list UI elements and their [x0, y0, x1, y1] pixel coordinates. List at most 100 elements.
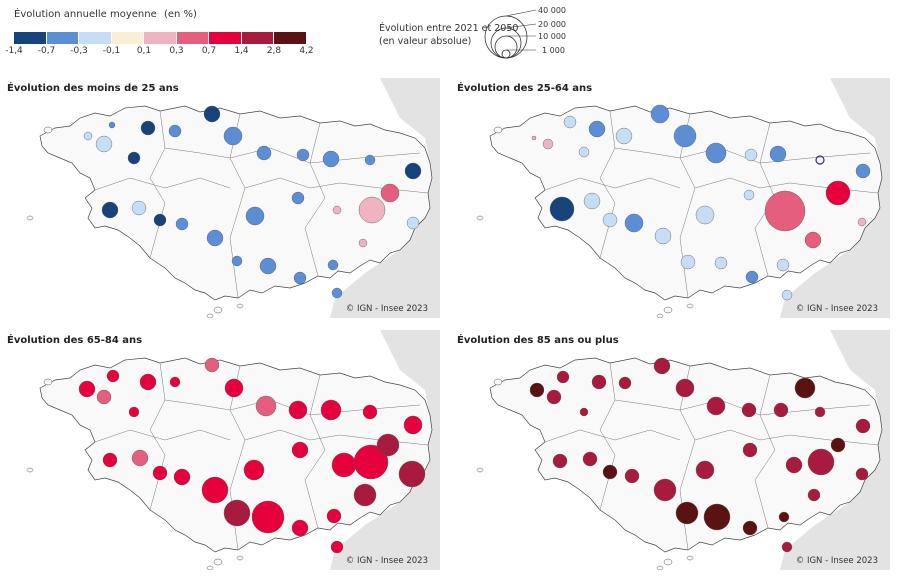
bubble-marker: [131, 200, 147, 216]
bubble-marker: [703, 503, 731, 531]
map-panel-65-84: Évolution des 65-84 ans © IGN - Insee 20…: [0, 330, 440, 570]
size-label-1000: 1 000: [542, 46, 565, 55]
size-label-20000: 20 000: [538, 20, 566, 29]
size-legend-title-line2: (en valeur absolue): [379, 36, 472, 47]
credit-text: © IGN - Insee 2023: [795, 556, 878, 566]
island: [43, 378, 53, 386]
bubble-marker: [245, 206, 265, 226]
internal-border: [544, 177, 681, 191]
size-legend-title-line1: Évolution entre 2021 et 2050: [379, 23, 519, 34]
bubble-marker: [101, 201, 119, 219]
bubble-marker: [675, 378, 695, 398]
bubble-marker: [542, 138, 554, 150]
bubble-marker: [591, 374, 607, 390]
bubble-marker: [624, 468, 640, 484]
size-legend-title: Évolution entre 2021 et 2050 (en valeur …: [379, 22, 518, 48]
bubble-marker: [855, 163, 871, 179]
legend-tick-label: -0,1: [102, 46, 121, 56]
bubble-marker: [675, 501, 699, 525]
bubble-marker: [224, 378, 244, 398]
bubble-marker: [398, 460, 426, 488]
bubble-marker: [169, 376, 181, 388]
bubble-marker: [804, 231, 822, 249]
internal-border: [164, 147, 421, 164]
island: [476, 215, 484, 221]
bubble-marker: [362, 404, 378, 420]
bubble-marker: [794, 377, 816, 399]
bubble-marker: [296, 148, 310, 162]
bubble-marker: [778, 511, 790, 523]
neighbor-region: [330, 330, 440, 570]
bubble-marker: [781, 289, 793, 301]
bubble-marker: [291, 441, 309, 459]
internal-border: [304, 122, 326, 277]
map-panel-25-64: Évolution des 25-64 ans © IGN - Insee 20…: [450, 78, 890, 318]
bubble-marker: [654, 227, 672, 245]
bubble-marker: [673, 124, 697, 148]
bubble-marker: [353, 444, 389, 480]
panel-title: Évolution des 65-84 ans: [7, 335, 143, 346]
bubble-marker: [582, 451, 598, 467]
bubble-marker: [243, 459, 265, 481]
neighbor-region: [780, 330, 890, 570]
bubble-marker: [128, 406, 140, 418]
bubble-marker: [404, 162, 422, 180]
bubble-marker: [556, 370, 570, 384]
bubble-marker: [256, 145, 272, 161]
color-legend-ticks: -1,4 -0,7 -0,3 -0,1 0,1 0,3 0,7 1,4 2,8 4,2: [0, 46, 320, 60]
bubble-marker: [78, 380, 96, 398]
bubble-marker: [650, 104, 670, 124]
bubble-marker: [769, 145, 787, 163]
legend-tick-label: -1,4: [5, 46, 23, 56]
bubble-marker: [140, 120, 156, 136]
bubble-marker: [602, 212, 618, 228]
bubble-marker: [96, 389, 112, 405]
bubble-marker: [320, 399, 342, 421]
legend-swatch: [14, 32, 47, 44]
bubble-marker: [255, 395, 277, 417]
bubble-marker: [781, 541, 793, 553]
bubble-marker: [706, 396, 726, 416]
bubble-marker: [529, 382, 545, 398]
size-legend: 40 000 20 000 10 000 1 000: [484, 6, 566, 59]
internal-border: [544, 429, 681, 443]
color-legend-bar: [14, 32, 307, 44]
bubble-marker: [201, 476, 229, 504]
bubble-marker: [773, 402, 789, 418]
bubble-marker: [330, 540, 344, 554]
bubble-marker: [714, 256, 728, 270]
legend-swatch: [111, 32, 144, 44]
bubble-marker: [583, 192, 601, 210]
island: [686, 303, 694, 309]
bubble-marker: [108, 121, 116, 129]
bubble-marker: [131, 449, 149, 467]
map-panel-85-plus: Évolution des 85 ans ou plus © IGN - Ins…: [450, 330, 890, 570]
bubble-marker: [293, 271, 307, 285]
color-legend-unit: (en %): [163, 9, 197, 20]
legend-swatch: [274, 32, 307, 44]
legend-tick-label: 4,2: [299, 46, 314, 56]
bubble-marker: [168, 124, 182, 138]
bubble-marker: [563, 115, 577, 129]
bubble-marker: [403, 415, 423, 435]
bubble-marker: [653, 478, 677, 502]
island: [656, 313, 664, 318]
size-label-40000: 40 000: [538, 6, 566, 15]
bubble-marker: [855, 467, 869, 481]
island: [663, 558, 673, 566]
bubble-marker: [364, 154, 376, 166]
panel-title: Évolution des 25-64 ans: [457, 83, 593, 94]
legend-tick-label: 0,7: [201, 46, 217, 56]
legend-tick-label: 0,1: [136, 46, 152, 56]
internal-border: [94, 429, 231, 443]
island: [236, 303, 244, 309]
island: [663, 306, 673, 314]
color-legend-title-text: Évolution annuelle moyenne: [14, 9, 157, 20]
bubble-marker: [291, 519, 309, 537]
bubble-marker: [259, 257, 277, 275]
bubble-marker: [653, 357, 671, 375]
legend-tick-label: 0,3: [169, 46, 184, 56]
bubble-marker: [549, 196, 575, 222]
legend-swatch: [241, 32, 274, 44]
bubble-marker: [695, 205, 715, 225]
